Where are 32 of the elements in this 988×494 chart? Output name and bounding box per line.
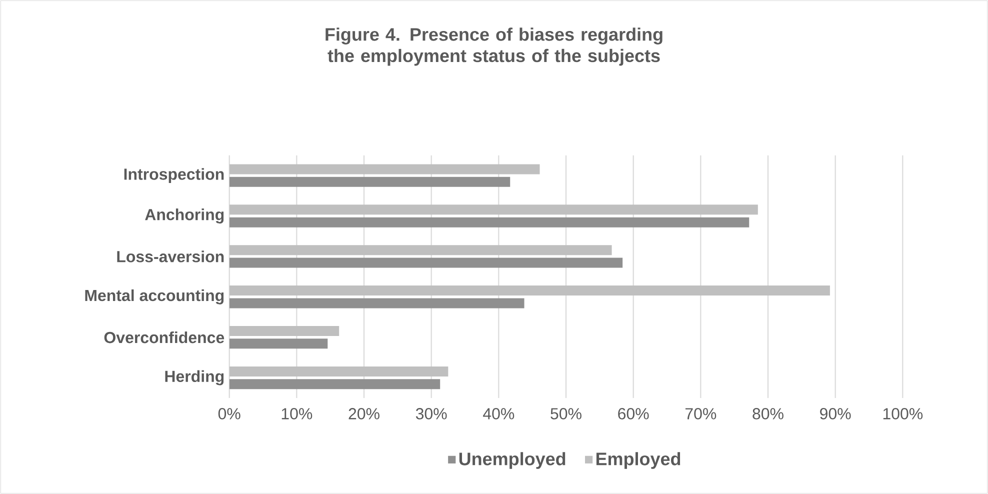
y-tick-label: Overconfidence — [104, 331, 224, 344]
bar — [229, 164, 540, 174]
x-tick-label: 90% — [820, 408, 851, 420]
x-tick-label: 80% — [752, 408, 784, 420]
x-tick-label: 20% — [348, 408, 380, 420]
bar — [229, 204, 758, 215]
x-tick-label: 50% — [550, 408, 582, 420]
x-tick-label: 30% — [416, 408, 447, 420]
legend-label: Employed — [596, 452, 680, 469]
bar — [229, 176, 510, 187]
bar — [229, 217, 750, 228]
bar — [229, 298, 524, 308]
x-tick-label: 0% — [218, 408, 240, 420]
x-tick-label: 10% — [282, 408, 312, 420]
bar — [229, 338, 328, 349]
x-tick-label: 60% — [618, 408, 649, 420]
bar — [229, 366, 448, 376]
x-tick-label: 40% — [483, 408, 514, 420]
x-tick-label: 70% — [685, 408, 716, 420]
bar — [229, 245, 612, 256]
y-tick-label: Mental accounting — [85, 289, 224, 304]
bar — [229, 286, 830, 296]
bar — [229, 379, 440, 390]
y-tick-label: Anchoring — [145, 208, 224, 224]
chart-title: Figure 4. Presence of biases regarding the employment status of the subjects — [326, 28, 662, 66]
bar — [229, 326, 340, 336]
x-tick-label: 100% — [883, 408, 923, 420]
y-tick-label: Introspection — [124, 168, 224, 184]
bar — [229, 258, 623, 268]
legend-label: Unemployed — [459, 452, 566, 469]
y-tick-label: Loss-aversion — [117, 250, 224, 262]
y-tick-label: Herding — [165, 370, 224, 386]
